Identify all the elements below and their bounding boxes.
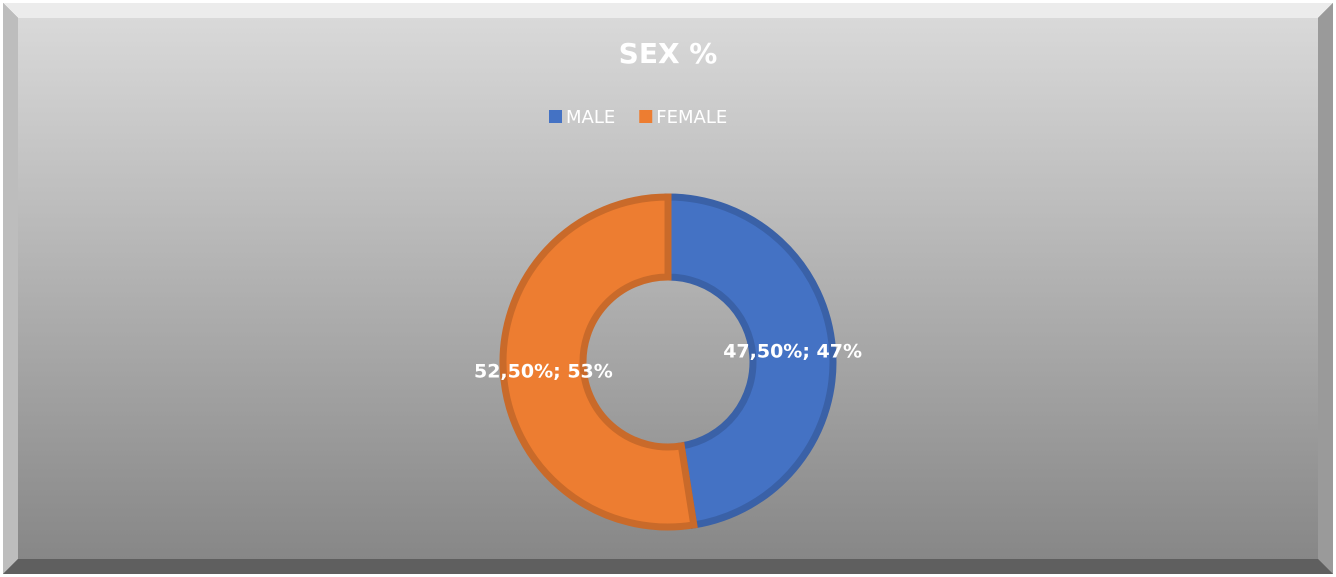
bevel-top	[3, 3, 1333, 18]
legend-label: MALE	[566, 107, 615, 128]
donut-segment	[499, 193, 698, 531]
chart-title: SEX %	[619, 37, 718, 70]
legend-label: FEMALE	[656, 107, 727, 128]
bevel-bottom	[3, 559, 1333, 574]
donut-segment	[664, 193, 837, 529]
data-label: 52,50%; 53%	[474, 360, 613, 382]
legend: MALE FEMALE	[549, 107, 727, 128]
legend-swatch	[549, 110, 562, 123]
donut: 47,50%; 47% 52,50%; 53%	[474, 193, 862, 531]
legend-swatch	[639, 110, 653, 123]
bevel-left	[3, 3, 18, 574]
data-label: 47,50%; 47%	[723, 341, 862, 363]
bevel-right	[1318, 3, 1333, 574]
